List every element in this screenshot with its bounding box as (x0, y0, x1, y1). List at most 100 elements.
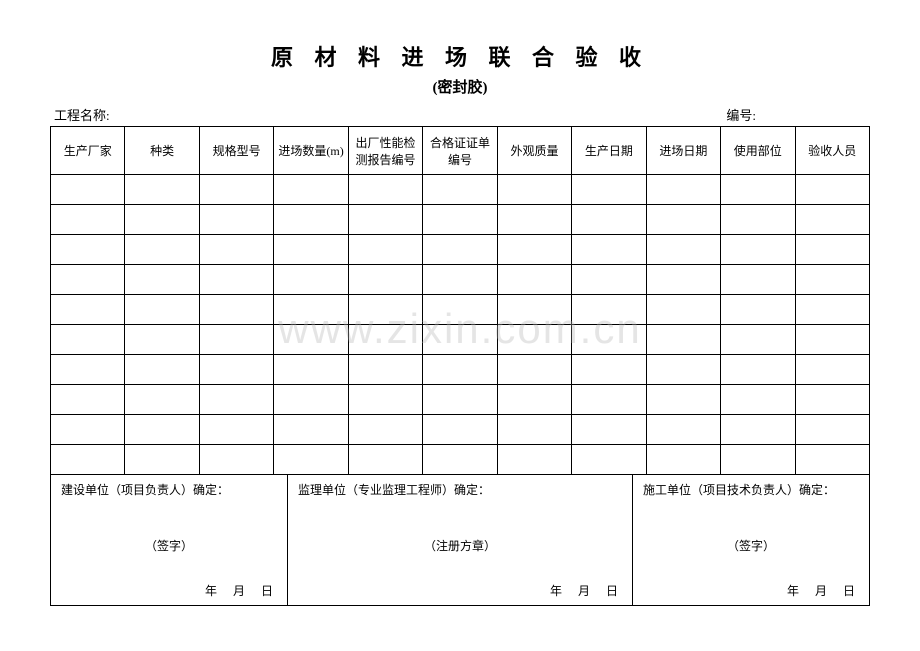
table-cell (274, 415, 348, 445)
table-cell (274, 265, 348, 295)
table-row (51, 265, 870, 295)
table-cell (572, 445, 646, 475)
number-label: 编号: (726, 105, 756, 124)
table-cell (572, 205, 646, 235)
table-cell (51, 205, 125, 235)
table-cell (497, 385, 571, 415)
table-cell (795, 445, 869, 475)
table-cell (497, 205, 571, 235)
table-cell (721, 235, 795, 265)
table-cell (497, 175, 571, 205)
table-cell (423, 355, 497, 385)
sig-note: （注册方章） (288, 537, 632, 554)
table-cell (497, 265, 571, 295)
table-cell (51, 265, 125, 295)
sig-date: 年 月 日 (205, 582, 275, 599)
table-cell (646, 235, 720, 265)
table-cell (125, 355, 199, 385)
table-cell (721, 385, 795, 415)
table-row (51, 355, 870, 385)
table-row (51, 235, 870, 265)
table-cell (721, 325, 795, 355)
table-cell (572, 295, 646, 325)
document-title: 原 材 料 进 场 联 合 验 收 (50, 40, 870, 72)
table-row (51, 445, 870, 475)
document-subtitle: (密封胶) (50, 76, 870, 97)
table-cell (348, 295, 422, 325)
table-cell (51, 385, 125, 415)
table-cell (199, 175, 273, 205)
signature-column-supervision: 监理单位（专业监理工程师）确定： （注册方章） 年 月 日 (288, 475, 633, 605)
col-header: 进场数量(m) (274, 127, 348, 175)
table-cell (572, 385, 646, 415)
table-row (51, 415, 870, 445)
table-cell (795, 415, 869, 445)
table-cell (646, 175, 720, 205)
table-cell (423, 175, 497, 205)
col-header: 生产日期 (572, 127, 646, 175)
sig-note: （签字） (633, 537, 869, 554)
table-cell (646, 265, 720, 295)
table-cell (423, 385, 497, 415)
table-cell (721, 415, 795, 445)
table-cell (795, 175, 869, 205)
table-cell (795, 265, 869, 295)
table-cell (199, 265, 273, 295)
col-header: 外观质量 (497, 127, 571, 175)
table-cell (721, 355, 795, 385)
table-cell (274, 385, 348, 415)
table-cell (274, 175, 348, 205)
col-header: 使用部位 (721, 127, 795, 175)
table-cell (795, 295, 869, 325)
table-cell (125, 445, 199, 475)
table-cell (423, 205, 497, 235)
table-cell (199, 325, 273, 355)
table-cell (497, 235, 571, 265)
table-cell (646, 385, 720, 415)
table-cell (646, 445, 720, 475)
table-cell (199, 385, 273, 415)
table-cell (423, 265, 497, 295)
table-cell (795, 385, 869, 415)
table-cell (646, 295, 720, 325)
table-cell (348, 325, 422, 355)
table-cell (497, 355, 571, 385)
table-cell (572, 265, 646, 295)
table-cell (497, 295, 571, 325)
sig-label: 施工单位（项目技术负责人）确定： (643, 481, 859, 498)
table-cell (721, 265, 795, 295)
table-cell (795, 205, 869, 235)
table-body (51, 175, 870, 475)
table-cell (646, 325, 720, 355)
table-cell (423, 325, 497, 355)
table-cell (795, 235, 869, 265)
signature-column-construction: 建设单位（项目负责人）确定： （签字） 年 月 日 (51, 475, 288, 605)
table-cell (497, 415, 571, 445)
table-row (51, 295, 870, 325)
table-cell (646, 355, 720, 385)
table-cell (125, 385, 199, 415)
signature-column-contractor: 施工单位（项目技术负责人）确定： （签字） 年 月 日 (633, 475, 869, 605)
sig-note: （签字） (51, 537, 287, 554)
table-cell (572, 415, 646, 445)
col-header: 种类 (125, 127, 199, 175)
table-cell (423, 235, 497, 265)
sig-label: 建设单位（项目负责人）确定： (61, 481, 277, 498)
table-cell (274, 445, 348, 475)
table-cell (51, 235, 125, 265)
sig-date: 年 月 日 (787, 582, 857, 599)
table-cell (572, 325, 646, 355)
table-cell (348, 445, 422, 475)
table-cell (572, 235, 646, 265)
table-cell (274, 295, 348, 325)
table-cell (721, 295, 795, 325)
table-cell (572, 175, 646, 205)
meta-row: 工程名称: 编号: (50, 105, 870, 126)
signature-section: 建设单位（项目负责人）确定： （签字） 年 月 日 监理单位（专业监理工程师）确… (50, 475, 870, 606)
project-name-label: 工程名称: (54, 105, 110, 124)
table-cell (51, 175, 125, 205)
table-cell (51, 295, 125, 325)
table-header-row: 生产厂家 种类 规格型号 进场数量(m) 出厂性能检测报告编号 合格证证单编号 … (51, 127, 870, 175)
table-cell (348, 205, 422, 235)
table-cell (721, 175, 795, 205)
